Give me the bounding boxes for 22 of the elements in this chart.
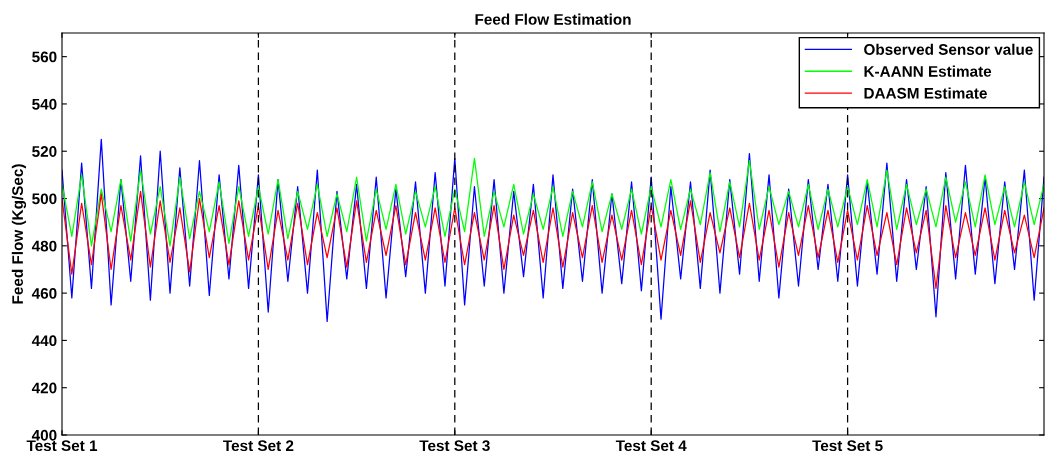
x-tick-label: Test Set 1 <box>26 440 98 452</box>
legend-label: Observed Sensor value <box>864 43 1033 55</box>
line-series <box>62 138 1044 323</box>
y-axis-title: Feed Flow (Kg/Sec) <box>11 164 27 304</box>
line-series <box>62 157 1044 247</box>
x-tick-label: Test Set 5 <box>812 440 883 452</box>
y-tick-label: 560 <box>32 51 57 63</box>
x-tick-label: Test Set 2 <box>223 440 294 452</box>
chart-title: Feed Flow Estimation <box>475 13 631 25</box>
legend-label: K-AANN Estimate <box>864 65 992 77</box>
y-tick-label: 520 <box>32 146 57 157</box>
y-tick-label: 440 <box>31 335 57 347</box>
legend-label: DAASM Estimate <box>864 87 987 99</box>
y-tick-label: 540 <box>32 98 57 110</box>
y-tick-label: 420 <box>31 382 57 394</box>
line-series <box>62 190 1044 290</box>
y-tick-label: 480 <box>31 240 57 252</box>
y-tick-label: 500 <box>32 193 57 205</box>
x-tick-label: Test Set 3 <box>419 440 490 452</box>
y-tick-label: 460 <box>31 287 57 299</box>
x-tick-label: Test Set 4 <box>615 440 687 452</box>
y-tick-label: 400 <box>31 429 57 441</box>
